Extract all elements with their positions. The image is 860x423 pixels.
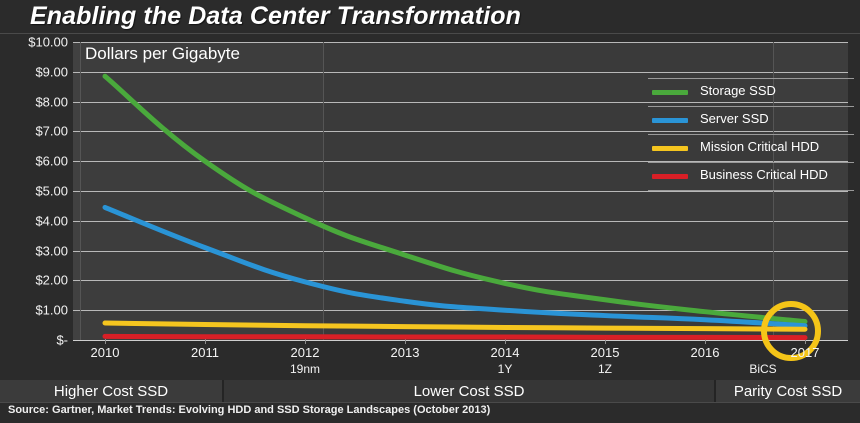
x-axis-tick xyxy=(505,339,506,344)
x-axis-tick xyxy=(705,339,706,344)
x-axis-label: 2013 xyxy=(390,345,420,360)
title-divider xyxy=(0,33,860,34)
x-axis: 2010 2011 2012 19nm 2013 2014 1Y 2015 1Z 2016 2017… xyxy=(0,343,860,381)
gridline xyxy=(73,191,848,192)
cost-band-divider xyxy=(222,380,224,403)
y-axis-label: $10.00 xyxy=(28,34,68,50)
x-axis-tick xyxy=(105,339,106,344)
y-axis-label: $4.00 xyxy=(35,213,68,229)
cost-band-strip: Higher Cost SSD Lower Cost SSD Parity Cost… xyxy=(0,380,860,403)
x-axis-sublabel: 19nm xyxy=(289,362,321,376)
y-axis-label: $7.00 xyxy=(35,123,68,139)
x-axis-label: 2011 xyxy=(191,345,219,360)
cost-band-divider xyxy=(714,380,716,403)
y-axis-label: $6.00 xyxy=(35,153,68,169)
gridline xyxy=(73,72,848,73)
x-axis-sublabel: 1Z xyxy=(597,362,613,376)
page-title: Enabling the Data Center Transformation xyxy=(30,2,522,30)
gridline xyxy=(73,340,848,341)
gridline xyxy=(73,251,848,252)
gridline xyxy=(73,42,848,43)
source-divider xyxy=(0,402,860,403)
legend-swatch-icon xyxy=(652,90,688,95)
x-axis-label: 2012 xyxy=(290,345,320,360)
x-axis-label: 2017 xyxy=(790,345,820,360)
chart-legend: Storage SSD Server SSD Mission Critical HD… xyxy=(648,78,854,191)
x-axis-tick xyxy=(205,339,206,344)
legend-item: Server SSD xyxy=(648,107,854,135)
plot-band-separator xyxy=(80,42,81,340)
x-axis-annotation-bics: BiCS xyxy=(749,362,777,376)
legend-label: Business Critical HDD xyxy=(700,167,828,182)
legend-label: Storage SSD xyxy=(700,83,776,98)
x-axis-tick xyxy=(305,339,306,344)
x-axis-label: 2016 xyxy=(690,345,720,360)
x-axis-label: 2014 xyxy=(490,345,520,360)
y-axis-label: $2.00 xyxy=(35,272,68,288)
y-axis-label: $8.00 xyxy=(35,94,68,110)
cost-band-label: Lower Cost SSD xyxy=(224,380,714,403)
legend-swatch-icon xyxy=(652,174,688,179)
x-axis-tick xyxy=(405,339,406,344)
legend-label: Server SSD xyxy=(700,111,769,126)
plot-axis-title: Dollars per Gigabyte xyxy=(85,44,240,63)
legend-item: Storage SSD xyxy=(648,78,854,107)
legend-label: Mission Critical HDD xyxy=(700,139,820,154)
x-axis-label: 2010 xyxy=(90,345,120,360)
legend-item: Business Critical HDD xyxy=(648,163,854,191)
legend-swatch-icon xyxy=(652,118,688,123)
legend-swatch-icon xyxy=(652,146,688,151)
y-axis: $- $1.00 $2.00 $3.00 $4.00 $5.00 $6.00 $7.00 $8.… xyxy=(0,35,68,348)
cost-band-label: Higher Cost SSD xyxy=(0,380,222,403)
cost-band-label: Parity Cost SSD xyxy=(716,380,860,403)
y-axis-label: $3.00 xyxy=(35,243,68,259)
legend-item: Mission Critical HDD xyxy=(648,135,854,163)
gridline xyxy=(73,310,848,311)
gridline xyxy=(73,280,848,281)
y-axis-label: $9.00 xyxy=(35,64,68,80)
gridline xyxy=(73,221,848,222)
plot-band-separator xyxy=(323,42,324,340)
y-axis-label: $1.00 xyxy=(35,302,68,318)
y-axis-label: $- xyxy=(56,332,68,348)
y-axis-label: $5.00 xyxy=(35,183,68,199)
x-axis-tick xyxy=(605,339,606,344)
x-axis-sublabel: 1Y xyxy=(497,362,513,376)
source-note: Source: Gartner, Market Trends: Evolving… xyxy=(8,404,491,416)
x-axis-label: 2015 xyxy=(590,345,620,360)
